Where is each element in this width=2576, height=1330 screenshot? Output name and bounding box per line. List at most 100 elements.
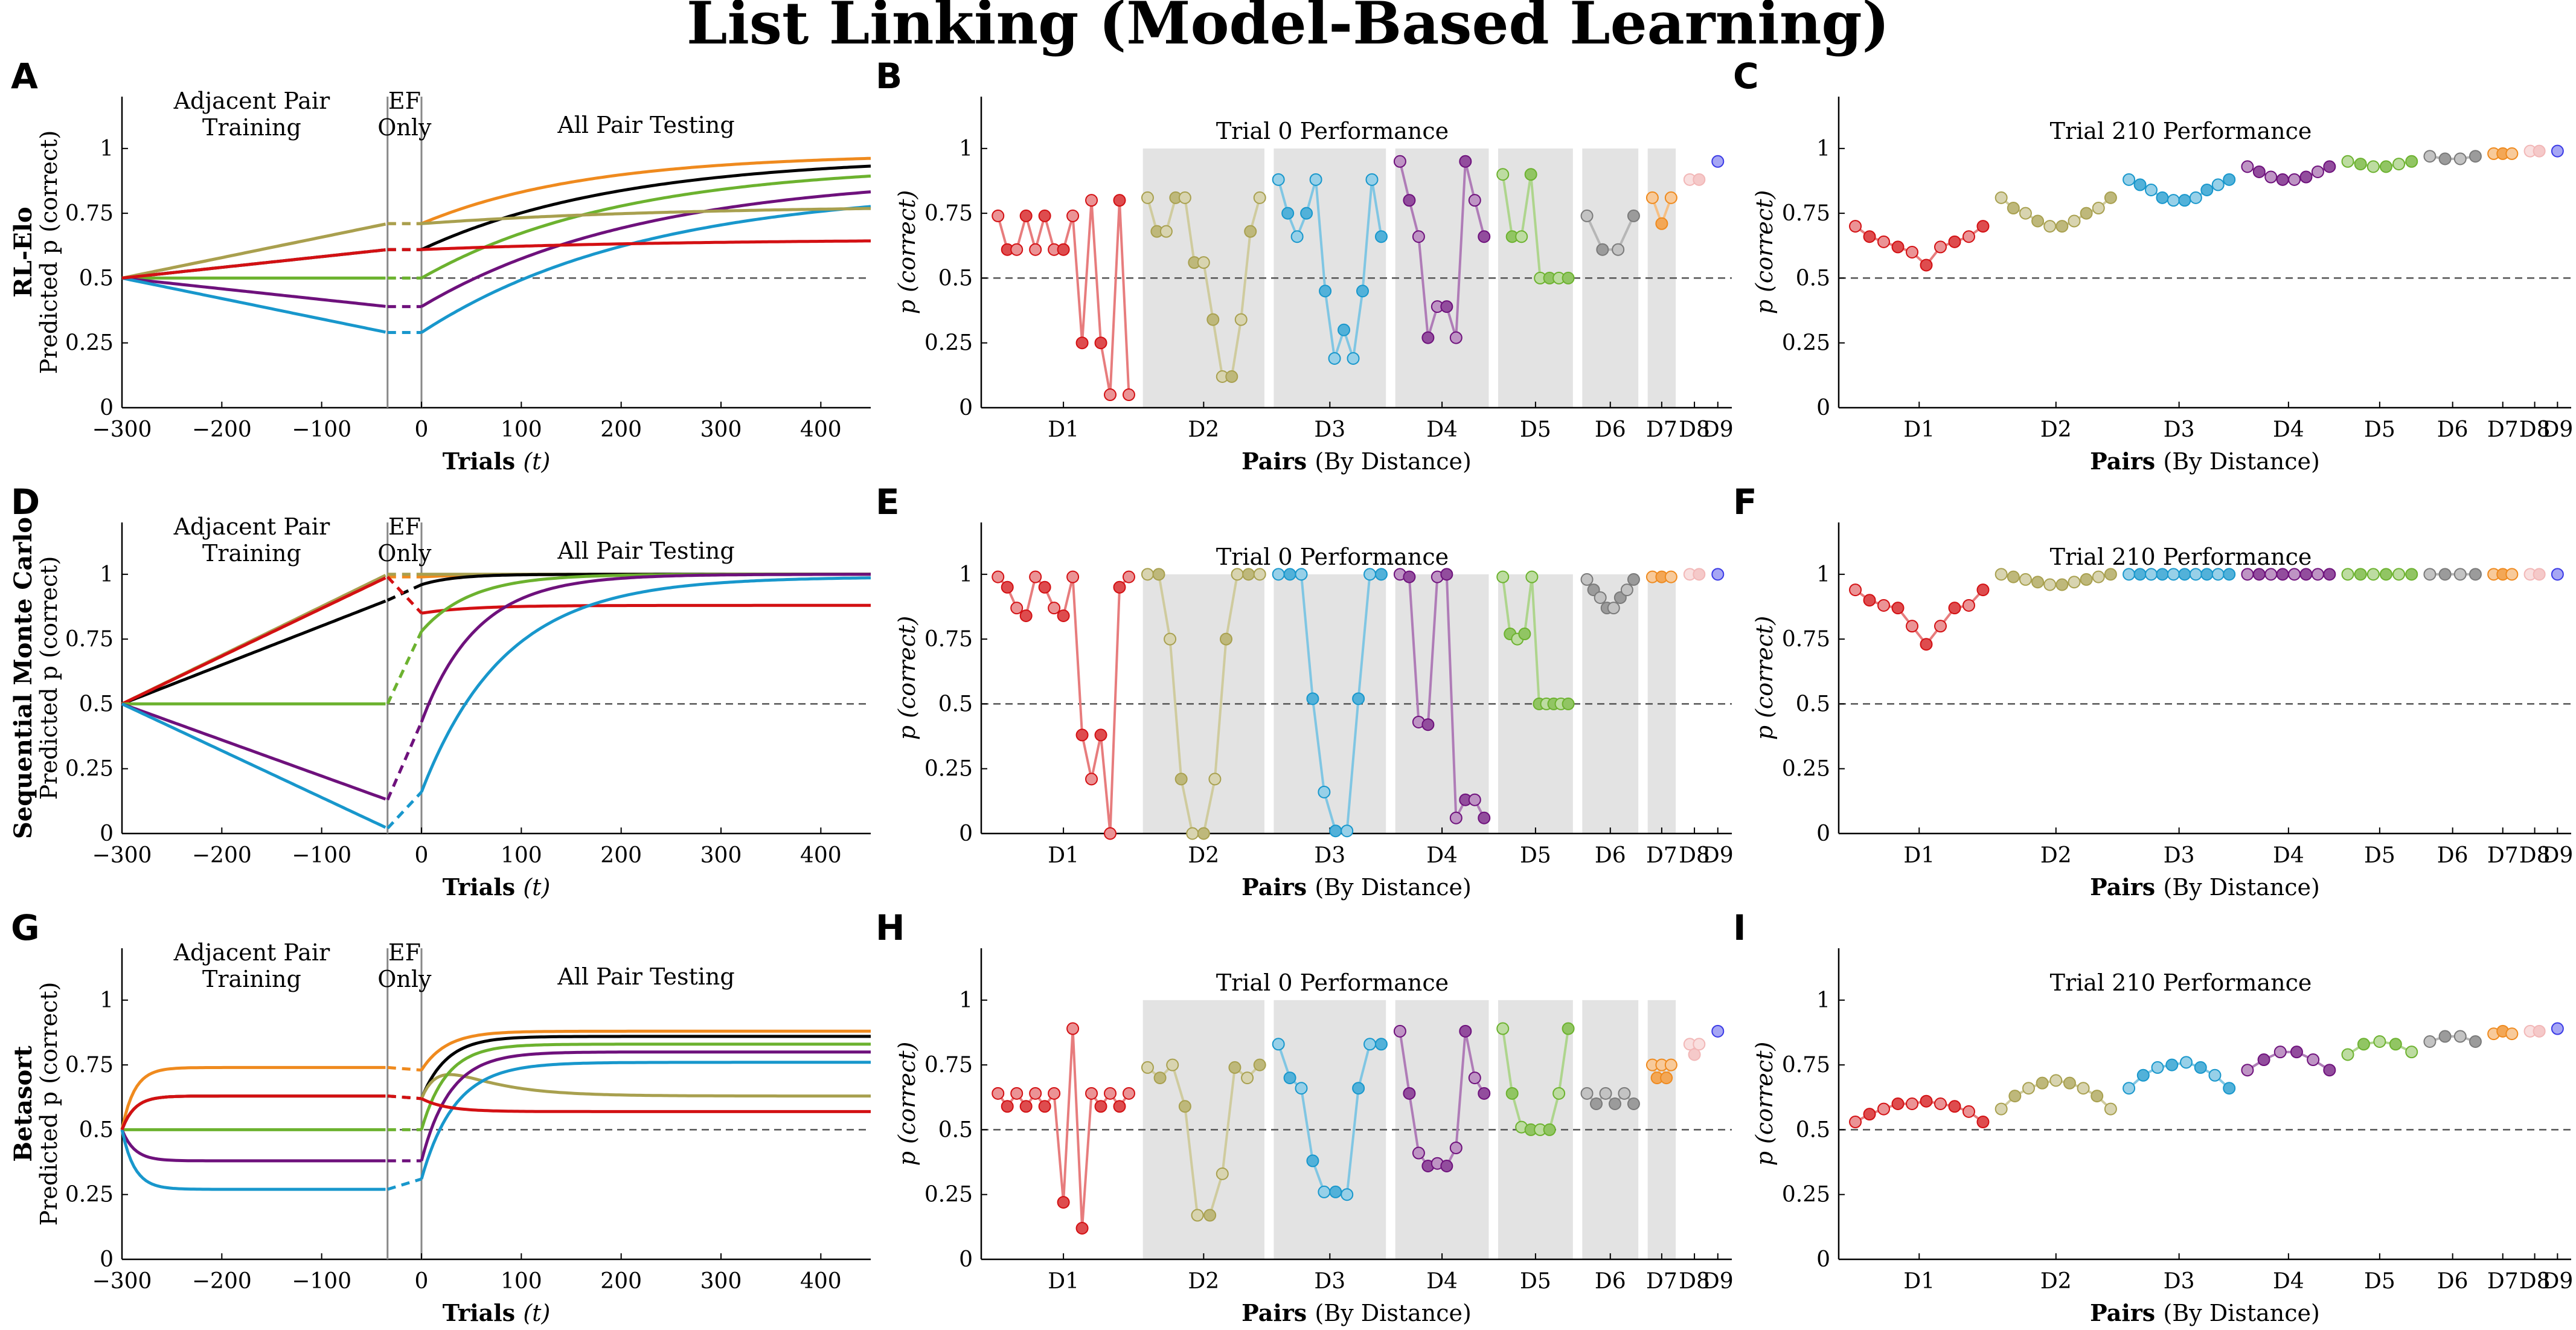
- point-D4: [1449, 331, 1463, 344]
- point-D1: [1948, 235, 1961, 248]
- point-D7: [1664, 191, 1677, 204]
- point-D1: [1038, 209, 1051, 222]
- x-tick-label: 100: [501, 1269, 542, 1294]
- y-tick-label: 0.75: [1782, 1053, 1830, 1078]
- point-D6: [2453, 1030, 2467, 1043]
- point-D2: [1231, 568, 1244, 581]
- point-D1: [1976, 220, 1990, 233]
- point-D6: [2423, 1035, 2437, 1048]
- point-D6: [1612, 243, 1625, 256]
- point-D3: [2123, 1082, 2136, 1095]
- point-D2: [2008, 1090, 2022, 1103]
- y-tick-label: 0: [100, 821, 114, 846]
- y-tick-label: 0.25: [65, 757, 114, 782]
- point-D4: [2323, 1064, 2336, 1077]
- point-D1: [1948, 602, 1961, 615]
- point-D1: [1075, 1222, 1089, 1235]
- point-D5: [2379, 568, 2392, 581]
- group-label-D1: D1: [1903, 417, 1935, 442]
- point-D2: [2077, 1082, 2090, 1095]
- point-D1: [992, 1087, 1005, 1100]
- point-D1: [1976, 583, 1990, 597]
- point-D3: [1300, 207, 1313, 220]
- phase-label-training: Adjacent Pair: [173, 939, 330, 966]
- point-D5: [1496, 168, 1510, 181]
- series-ef-line-D1: [387, 1094, 422, 1100]
- x-tick-label: −300: [92, 843, 152, 868]
- point-D4: [1449, 811, 1463, 824]
- group-label-D5: D5: [2364, 417, 2395, 442]
- point-D6: [2453, 152, 2467, 165]
- point-D9: [2551, 568, 2564, 581]
- point-D3: [1319, 284, 1332, 298]
- point-D1: [1934, 620, 1947, 633]
- phase-label-ef: Only: [377, 540, 432, 567]
- point-D5: [1562, 271, 1575, 284]
- point-D2: [1166, 1058, 1179, 1071]
- group-label-D4: D4: [1426, 843, 1458, 868]
- group-label-D6: D6: [2437, 1269, 2469, 1294]
- point-D2: [1159, 225, 1173, 238]
- panel-letter: A: [11, 56, 38, 97]
- y-axis-label: p (correct): [1751, 616, 1778, 740]
- point-D5: [2389, 1038, 2402, 1051]
- group-band: [1274, 148, 1386, 408]
- x-tick-label: 300: [700, 1269, 742, 1294]
- x-tick-label: 300: [700, 843, 742, 868]
- panel-title: Trial 0 Performance: [1216, 544, 1449, 570]
- point-D1: [1976, 1116, 1990, 1129]
- group-label-D8: D8: [1679, 843, 1710, 868]
- y-tick-label: 0.75: [65, 1053, 114, 1078]
- point-D6: [1618, 1087, 1631, 1100]
- point-D1: [1934, 1097, 1947, 1110]
- group-label-D4: D4: [2273, 1269, 2304, 1294]
- point-D3: [2133, 178, 2147, 191]
- point-D4: [1403, 1087, 1416, 1100]
- point-D1: [1906, 246, 1919, 259]
- point-D2: [1186, 827, 1199, 840]
- point-D2: [1994, 1102, 2008, 1116]
- point-D4: [2323, 568, 2336, 581]
- point-D1: [1001, 580, 1014, 594]
- point-D2: [2036, 1076, 2049, 1090]
- y-tick-label: 0.75: [1782, 627, 1830, 652]
- point-D1: [1010, 602, 1024, 615]
- point-D7: [1664, 570, 1677, 583]
- point-D2: [1219, 632, 1232, 646]
- point-D1: [1104, 1087, 1117, 1100]
- point-D5: [1518, 628, 1531, 641]
- group-label-D9: D9: [2542, 843, 2573, 868]
- point-D2: [2092, 202, 2105, 215]
- group-label-D5: D5: [1520, 1269, 1551, 1294]
- series-ef-line-D3: [387, 1177, 422, 1191]
- y-tick-label: 0: [1816, 1247, 1830, 1272]
- group-label-D1: D1: [1903, 1269, 1935, 1294]
- point-D3: [1309, 173, 1322, 186]
- point-D6: [1620, 583, 1633, 597]
- point-D2: [2104, 191, 2117, 204]
- point-D1: [1877, 599, 1891, 612]
- point-D6: [1590, 1097, 1603, 1110]
- point-D5: [2392, 158, 2406, 171]
- group-label-D1: D1: [1903, 843, 1935, 868]
- series-test-line-D4: [420, 573, 871, 723]
- y-tick-label: 0.75: [924, 1053, 973, 1078]
- point-D1: [1085, 194, 1098, 207]
- y-tick-label: 0.25: [924, 1183, 973, 1207]
- y-tick-label: 0.5: [938, 266, 973, 291]
- point-D1: [1849, 220, 1862, 233]
- group-label-D9: D9: [1702, 1269, 1734, 1294]
- point-D3: [2200, 568, 2214, 581]
- series-test-line-D5: [420, 573, 871, 632]
- point-D2: [2043, 578, 2057, 591]
- point-D2: [1141, 191, 1154, 204]
- y-tick-label: 0.25: [65, 1183, 114, 1207]
- point-D2: [1206, 313, 1220, 326]
- point-D2: [1191, 1209, 1204, 1222]
- group-label-D7: D7: [1646, 1269, 1677, 1294]
- group-label-D7: D7: [1646, 417, 1677, 442]
- point-D1: [1863, 1108, 1876, 1121]
- group-label-D9: D9: [2542, 417, 2573, 442]
- group-line-D6: [1586, 215, 1635, 251]
- point-D3: [1272, 1038, 1285, 1051]
